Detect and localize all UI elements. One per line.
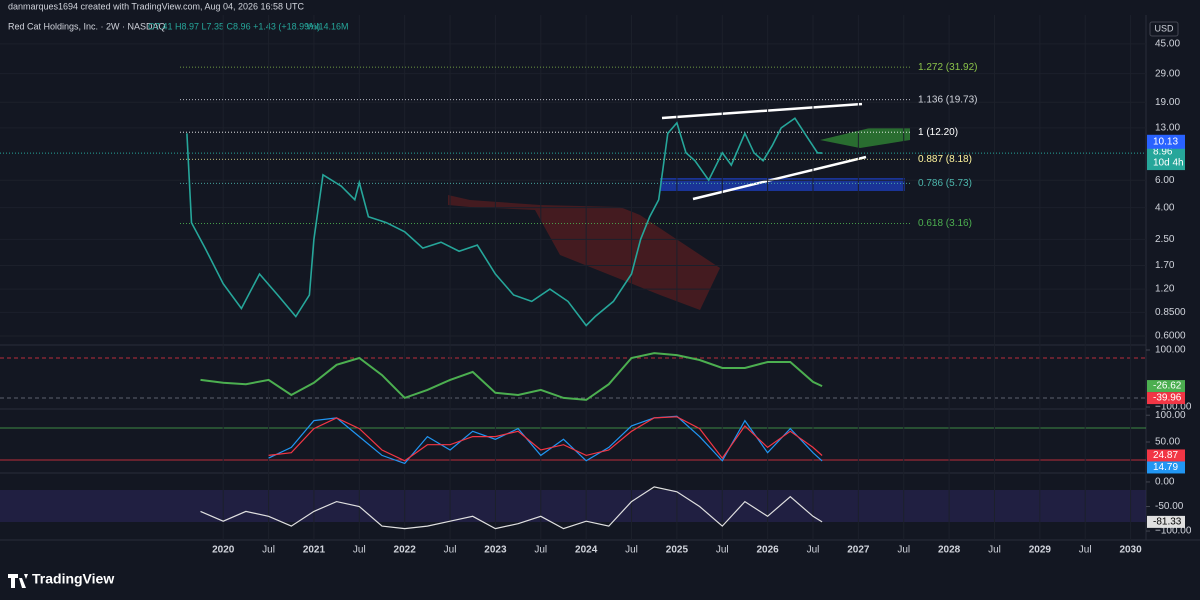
x-tick-label: 2021 xyxy=(303,545,326,556)
x-tick-label: Jul xyxy=(988,545,1001,556)
indicator-badge-label: -81.33 xyxy=(1153,517,1182,528)
fib-label: 1.136 (19.73) xyxy=(918,94,978,105)
y-tick-label: 0.6000 xyxy=(1155,331,1186,342)
y-tick-label: 0.8500 xyxy=(1155,307,1186,318)
x-tick-label: Jul xyxy=(897,545,910,556)
fib-label: 0.887 (8.18) xyxy=(918,154,972,165)
logo-mark xyxy=(8,574,28,588)
fib-label: 0.786 (5.73) xyxy=(918,178,972,189)
attribution: danmarques1694 created with TradingView.… xyxy=(8,1,305,11)
y-tick-label: 13.00 xyxy=(1155,123,1180,134)
indicator-line xyxy=(200,486,823,530)
channel-line xyxy=(661,102,863,120)
y-tick-label: −100.00 xyxy=(1155,402,1192,413)
fib-label: 1.272 (31.92) xyxy=(918,62,978,73)
zone-box xyxy=(660,178,905,191)
x-tick-label: Jul xyxy=(1079,545,1092,556)
indicator-badge xyxy=(1147,380,1185,393)
x-tick-label: 2026 xyxy=(757,545,780,556)
x-tick-label: 2028 xyxy=(938,545,961,556)
y-tick-label: 2.50 xyxy=(1155,234,1175,245)
x-tick-label: 2020 xyxy=(212,545,235,556)
x-tick-label: 2022 xyxy=(394,545,417,556)
y-tick-label: 1.70 xyxy=(1155,260,1175,271)
x-tick-label: Jul xyxy=(625,545,638,556)
y-tick-label: 100.00 xyxy=(1155,410,1186,421)
y-tick-label: 4.00 xyxy=(1155,202,1175,213)
x-tick-label: 2027 xyxy=(847,545,870,556)
x-tick-label: Jul xyxy=(262,545,275,556)
fib-label: 0.618 (3.16) xyxy=(918,218,972,229)
x-tick-label: Jul xyxy=(353,545,366,556)
y-tick-label: −100.00 xyxy=(1155,526,1192,537)
countdown: 10d 4h xyxy=(1153,158,1184,169)
price-badge-label: 10.13 xyxy=(1153,136,1178,147)
x-tick-label: 2024 xyxy=(575,545,598,556)
y-tick-label: 45.00 xyxy=(1155,39,1180,50)
y-tick-label: 50.00 xyxy=(1155,437,1180,448)
x-tick-label: 2023 xyxy=(484,545,507,556)
indicator-badge-label: 24.87 xyxy=(1153,450,1178,461)
y-tick-label: -50.00 xyxy=(1155,501,1184,512)
y-tick-label: 0.00 xyxy=(1155,477,1175,488)
ohlc: O7.41 H8.97 L7.35 C8.96 +1.43 (+18.99%) xyxy=(148,21,320,31)
x-tick-label: Jul xyxy=(716,545,729,556)
oversold-band xyxy=(0,490,1146,522)
indicator-badge xyxy=(1147,461,1185,474)
y-tick-label: 100.00 xyxy=(1155,345,1186,356)
y-tick-label: 6.00 xyxy=(1155,175,1175,186)
currency-box[interactable] xyxy=(1149,21,1179,37)
price-badge xyxy=(1147,146,1185,171)
x-tick-label: Jul xyxy=(807,545,820,556)
indicator-badge-label: -26.62 xyxy=(1153,381,1182,392)
currency[interactable]: USD xyxy=(1154,23,1174,33)
x-tick-label: 2030 xyxy=(1119,545,1142,556)
indicator-badge xyxy=(1147,515,1185,528)
fib-label: 1 (12.20) xyxy=(918,127,958,138)
cloud xyxy=(820,128,910,148)
x-tick-label: Jul xyxy=(444,545,457,556)
indicator-badge xyxy=(1147,392,1185,405)
indicator-badge xyxy=(1147,449,1185,462)
indicator-badge-label: 14.79 xyxy=(1153,462,1178,473)
indicator-badge-label: -39.96 xyxy=(1153,393,1182,404)
price-badge xyxy=(1147,134,1185,149)
y-tick-label: 29.00 xyxy=(1155,68,1180,79)
last-price: 8.96 xyxy=(1153,147,1173,158)
volume: Vol14.16M xyxy=(306,21,349,31)
x-tick-label: Jul xyxy=(534,545,547,556)
logo: TradingView xyxy=(8,571,114,588)
brand: TradingView xyxy=(32,571,114,587)
y-tick-label: 19.00 xyxy=(1155,97,1180,108)
x-tick-label: 2029 xyxy=(1029,545,1052,556)
y-tick-label: 1.20 xyxy=(1155,284,1175,295)
indicator-line xyxy=(268,416,823,462)
x-tick-label: 2025 xyxy=(666,545,689,556)
symbol-title: Red Cat Holdings, Inc. · 2W · NASDAQ xyxy=(8,21,166,31)
price-line xyxy=(186,117,823,327)
indicator-line xyxy=(200,352,823,401)
